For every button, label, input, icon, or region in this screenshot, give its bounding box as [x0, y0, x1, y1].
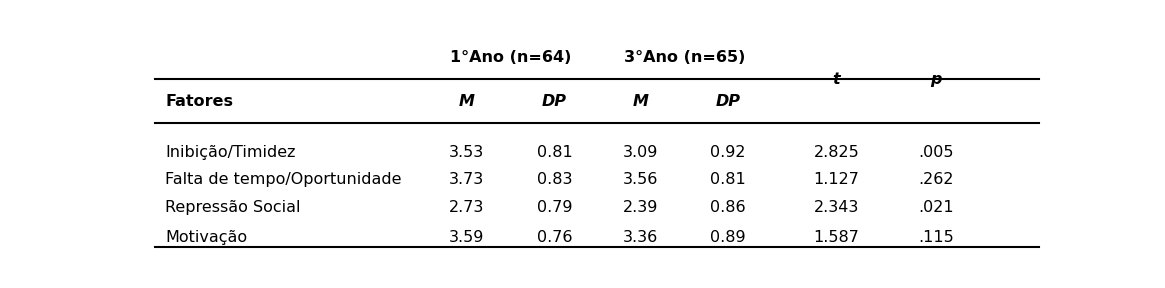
Text: 0.81: 0.81: [537, 145, 572, 160]
Text: .262: .262: [918, 172, 953, 187]
Text: 1°Ano (n=64): 1°Ano (n=64): [450, 50, 571, 65]
Text: .005: .005: [918, 145, 953, 160]
Text: p: p: [930, 72, 941, 87]
Text: 0.92: 0.92: [711, 145, 746, 160]
Text: 2.343: 2.343: [813, 200, 859, 215]
Text: 1.587: 1.587: [813, 230, 860, 245]
Text: 3.59: 3.59: [449, 230, 483, 245]
Text: Fatores: Fatores: [165, 94, 233, 109]
Text: DP: DP: [715, 94, 741, 109]
Text: DP: DP: [542, 94, 567, 109]
Text: 3°Ano (n=65): 3°Ano (n=65): [624, 50, 746, 65]
Text: 3.53: 3.53: [449, 145, 483, 160]
Text: t: t: [833, 72, 840, 87]
Text: 2.73: 2.73: [449, 200, 483, 215]
Text: .115: .115: [918, 230, 953, 245]
Text: 3.36: 3.36: [623, 230, 658, 245]
Text: M: M: [633, 94, 649, 109]
Text: 0.89: 0.89: [711, 230, 746, 245]
Text: Motivação: Motivação: [165, 230, 248, 245]
Text: 0.81: 0.81: [711, 172, 746, 187]
Text: Inibição/Timidez: Inibição/Timidez: [165, 145, 296, 160]
Text: 0.86: 0.86: [711, 200, 746, 215]
Text: Falta de tempo/Oportunidade: Falta de tempo/Oportunidade: [165, 172, 402, 187]
Text: .021: .021: [918, 200, 953, 215]
Text: 0.83: 0.83: [537, 172, 572, 187]
Text: 0.79: 0.79: [537, 200, 572, 215]
Text: 1.127: 1.127: [813, 172, 860, 187]
Text: Repressão Social: Repressão Social: [165, 200, 301, 215]
Text: 2.39: 2.39: [623, 200, 658, 215]
Text: M: M: [458, 94, 474, 109]
Text: 3.73: 3.73: [449, 172, 483, 187]
Text: 3.56: 3.56: [623, 172, 658, 187]
Text: 2.825: 2.825: [813, 145, 860, 160]
Text: 0.76: 0.76: [537, 230, 572, 245]
Text: 3.09: 3.09: [623, 145, 658, 160]
